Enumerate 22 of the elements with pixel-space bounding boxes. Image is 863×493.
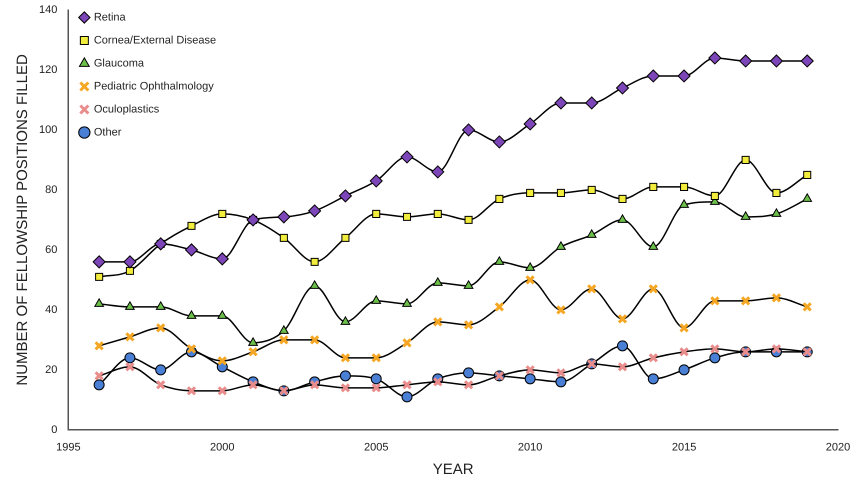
- y-tick-label: 60: [45, 244, 58, 256]
- x-tick-label: 2010: [518, 441, 542, 454]
- x-tick-label: 2020: [826, 441, 850, 454]
- x-tick-label: 2000: [210, 441, 235, 454]
- legend-label: Pediatric Ophthalmology: [94, 80, 214, 93]
- y-tick-label: 120: [38, 64, 58, 76]
- y-tick-label: 20: [45, 364, 58, 376]
- x-tick-label: 2015: [672, 441, 696, 454]
- y-tick-label: 100: [38, 124, 58, 136]
- y-tick-label: 0: [51, 424, 58, 436]
- x-tick-label: 2005: [364, 441, 388, 454]
- x-axis-title: YEAR: [432, 461, 474, 478]
- y-tick-label: 140: [38, 4, 58, 16]
- y-axis-title: NUMBER OF FELLOWSHIP POSITIONS FILLED: [14, 54, 32, 386]
- x-tick-label: 1995: [56, 441, 81, 454]
- legend-label: Retina: [94, 12, 127, 24]
- y-tick-label: 40: [45, 304, 58, 316]
- legend-label: Cornea/External Disease: [94, 34, 216, 47]
- legend-label: Other: [94, 126, 122, 139]
- legend-label: Oculoplastics: [94, 104, 160, 116]
- legend-label: Glaucoma: [94, 58, 145, 70]
- y-tick-label: 80: [45, 184, 58, 196]
